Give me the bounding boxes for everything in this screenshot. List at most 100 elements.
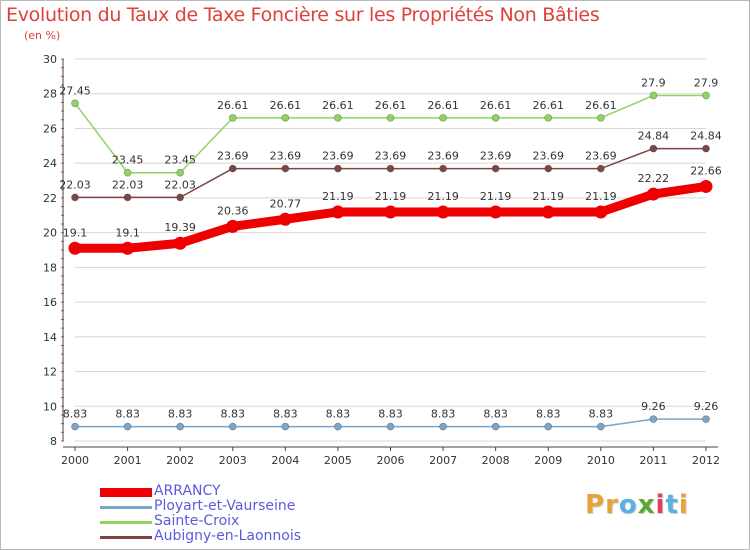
data-label: 9.26 (694, 400, 719, 413)
y-tick-label: 20 (43, 227, 57, 240)
data-point (71, 99, 79, 108)
data-point (384, 205, 397, 219)
data-label: 9.26 (641, 400, 666, 413)
data-label: 19.1 (115, 226, 140, 239)
data-point (281, 114, 290, 122)
data-label: 22.03 (164, 178, 196, 191)
data-label: 26.61 (270, 99, 302, 112)
data-label: 26.61 (533, 99, 565, 112)
data-label: 21.19 (375, 190, 407, 203)
y-tick-label: 26 (43, 122, 57, 135)
x-tick-label: 2009 (534, 454, 562, 467)
data-point (491, 164, 500, 173)
logo-letter: i (678, 490, 689, 520)
x-tick-label: 2007 (429, 454, 457, 467)
data-point (386, 422, 395, 431)
data-point (123, 193, 132, 202)
data-label: 8.83 (378, 408, 403, 421)
legend-swatch-aubigny (100, 536, 152, 539)
series-points (68, 91, 713, 431)
data-label: 24.84 (638, 130, 670, 143)
data-point (334, 114, 342, 122)
logo-letter: t (665, 490, 679, 520)
data-point (649, 144, 658, 153)
data-point (491, 114, 500, 122)
data-point (281, 164, 290, 173)
data-point (123, 168, 132, 177)
data-point (334, 422, 342, 431)
data-point (646, 187, 660, 201)
y-tick-label: 24 (43, 157, 57, 170)
logo-letter: r (605, 490, 619, 520)
y-tick-label: 14 (43, 331, 57, 344)
data-label: 8.83 (536, 408, 561, 421)
data-point (702, 415, 710, 423)
data-label: 21.19 (585, 190, 617, 203)
data-point (176, 193, 184, 202)
data-point (702, 91, 710, 100)
y-tick-label: 10 (43, 400, 57, 413)
y-tick-label: 12 (43, 366, 57, 379)
data-point (176, 422, 184, 431)
legend-swatch-sainte-croix (100, 521, 152, 524)
data-point (594, 205, 608, 219)
data-point (489, 205, 503, 219)
data-label: 23.69 (322, 150, 354, 163)
data-label: 23.69 (427, 150, 459, 163)
data-labels: 27.45 23.45 23.45 26.61 26.61 26.61 26.61 26.61… (59, 76, 722, 420)
data-point (544, 164, 553, 173)
data-point (439, 164, 447, 173)
data-label: 22.03 (112, 178, 144, 191)
legend-swatch-arrancy (100, 488, 152, 497)
data-label: 8.83 (115, 408, 140, 421)
data-label: 22.03 (59, 178, 91, 191)
x-tick-label: 2003 (219, 454, 247, 467)
data-label: 26.61 (217, 99, 249, 112)
data-label: 8.83 (326, 408, 351, 421)
data-point (597, 422, 605, 431)
data-point (544, 114, 553, 122)
data-point (278, 212, 292, 226)
chart-title: Evolution du Taux de Taxe Foncière sur l… (6, 4, 600, 26)
data-point (436, 205, 450, 219)
data-point (334, 164, 342, 173)
data-label: 20.36 (217, 204, 249, 217)
data-label: 23.69 (480, 150, 512, 163)
y-tick-label: 8 (50, 435, 57, 448)
data-point (597, 114, 605, 122)
data-point (176, 168, 184, 177)
y-tick-label: 16 (43, 296, 57, 309)
logo-letter: i (655, 490, 666, 520)
data-point (71, 422, 79, 431)
data-point (491, 422, 500, 431)
y-tick-label: 22 (43, 192, 57, 205)
data-point (386, 114, 395, 122)
data-label: 8.83 (431, 408, 456, 421)
legend-label: Aubigny-en-Laonnois (154, 528, 302, 544)
data-label: 27.9 (694, 76, 719, 89)
data-label: 21.19 (427, 190, 459, 203)
logo-letter: x (637, 490, 656, 520)
proxiti-logo: Proxiti (585, 490, 689, 520)
data-label: 8.83 (221, 408, 246, 421)
data-point (228, 164, 237, 173)
data-point (228, 422, 237, 431)
data-point (226, 219, 240, 233)
chart-subtitle: (en %) (24, 29, 61, 42)
x-tick-label: 2002 (166, 454, 194, 467)
data-label: 19.1 (63, 226, 88, 239)
x-tick-label: 2004 (271, 454, 299, 467)
x-tick-label: 2012 (692, 454, 720, 467)
data-point (597, 164, 605, 173)
x-tick-label: 2001 (114, 454, 142, 467)
data-label: 8.83 (63, 408, 88, 421)
data-label: 19.39 (164, 221, 196, 234)
data-label: 26.61 (585, 99, 617, 112)
data-label: 26.61 (427, 99, 459, 112)
data-label: 8.83 (589, 408, 614, 421)
data-label: 22.22 (638, 172, 670, 185)
y-tick-label: 30 (43, 53, 57, 66)
data-label: 23.69 (217, 150, 249, 163)
